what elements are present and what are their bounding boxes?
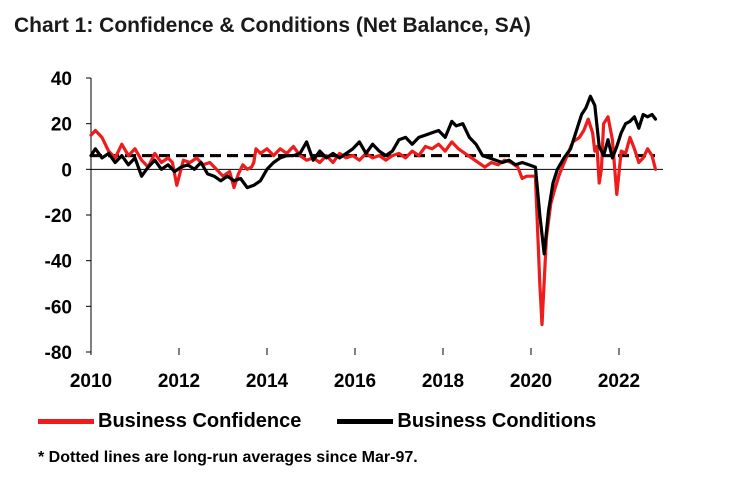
footnote: * Dotted lines are long-run averages sin… — [38, 449, 418, 466]
y-tick-label: 0 — [61, 160, 72, 181]
legend-label-business-conditions: Business Conditions — [397, 410, 597, 432]
legend-item-business-confidence: Business Confidence — [38, 410, 301, 433]
y-axis: 40 20 0 -20 -40 -60 -80 — [45, 69, 663, 364]
series-line-business-conditions — [89, 94, 658, 256]
legend-item-business-conditions: Business Conditions — [337, 410, 596, 433]
x-tick-label: 2012 — [158, 371, 200, 392]
series-lines — [89, 94, 658, 327]
y-tick-label: 40 — [51, 69, 72, 90]
legend-swatch-business-conditions — [337, 419, 394, 424]
series-line-business-confidence — [89, 115, 658, 327]
y-tick-label: -60 — [45, 297, 72, 318]
x-axis: 2010 2012 2014 2016 2018 2020 2022 — [70, 348, 640, 392]
x-tick-label: 2022 — [598, 371, 640, 392]
y-tick-label: -80 — [45, 343, 72, 364]
x-tick-label: 2018 — [422, 371, 464, 392]
legend: Business Confidence Business Conditions — [38, 410, 632, 433]
legend-label-business-confidence: Business Confidence — [98, 410, 302, 432]
legend-swatch-business-confidence — [38, 419, 94, 424]
x-tick-label: 2016 — [334, 371, 376, 392]
y-tick-label: 20 — [51, 115, 72, 136]
y-tick-label: -20 — [45, 206, 72, 227]
x-tick-label: 2020 — [510, 371, 552, 392]
x-tick-label: 2010 — [70, 371, 112, 392]
x-tick-label: 2014 — [246, 371, 289, 392]
chart-title: Chart 1: Confidence & Conditions (Net Ba… — [14, 14, 531, 37]
y-tick-label: -40 — [45, 252, 72, 273]
